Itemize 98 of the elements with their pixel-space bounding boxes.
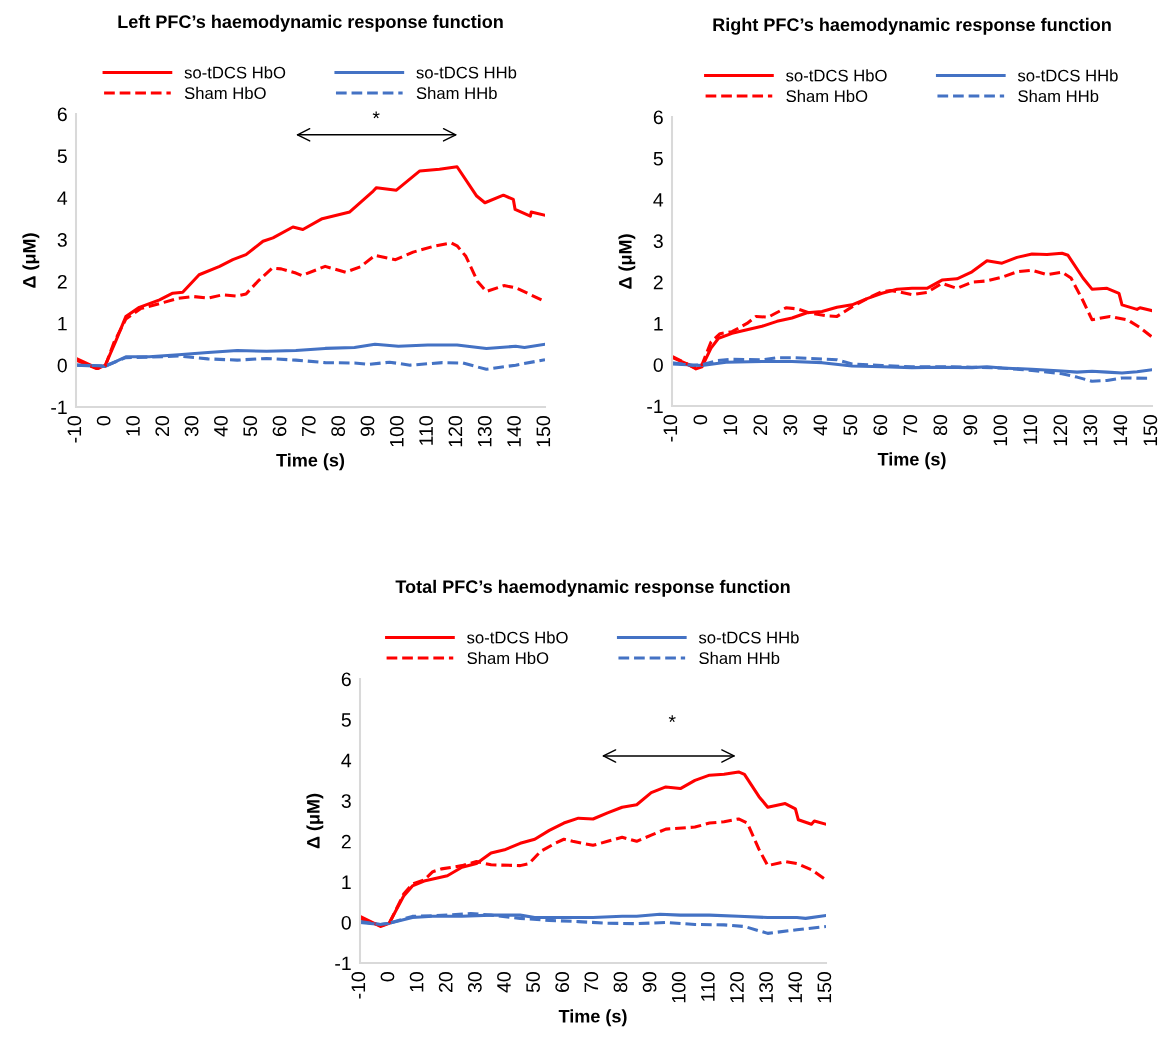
legend-label: so-tDCS HbO (786, 69, 887, 82)
y-axis-title: Δ (μM) (306, 793, 324, 849)
y-tick-label: 3 (57, 233, 67, 247)
legend-label: Sham HHb (1018, 89, 1099, 103)
x-tick-label: 60 (272, 416, 287, 436)
legend-label: Sham HHb (416, 86, 497, 100)
x-tick-label: -10 (67, 416, 82, 443)
y-tick-label: 6 (341, 672, 351, 687)
legend-label: Sham HbO (786, 89, 868, 103)
x-axis-title: Time (s) (877, 452, 946, 470)
y-tick-label: 1 (342, 875, 351, 889)
x-tick-label: 30 (467, 972, 482, 993)
y-tick-label: 6 (653, 110, 663, 125)
x-tick-label: 20 (155, 416, 170, 436)
legend-label: Sham HbO (184, 86, 266, 100)
x-tick-label: 100 (389, 416, 404, 447)
x-tick-label: 20 (438, 972, 453, 992)
x-tick-label: 0 (96, 416, 111, 426)
y-tick-label: 6 (57, 107, 67, 122)
x-tick-label: 130 (1083, 415, 1098, 446)
y-tick-label: -1 (51, 400, 67, 415)
x-tick-label: 120 (448, 416, 463, 447)
y-tick-label: 5 (57, 149, 67, 164)
annotation: * (372, 111, 380, 119)
y-tick-label: 0 (341, 915, 351, 930)
y-tick-label: 3 (653, 234, 663, 249)
legend-label: Sham HbO (467, 651, 549, 665)
x-tick-label: 150 (536, 416, 551, 447)
x-tick-label: 60 (873, 415, 888, 435)
x-tick-label: 30 (184, 416, 199, 437)
x-tick-label: 50 (526, 972, 540, 993)
y-tick-label: 5 (653, 151, 663, 166)
x-tick-label: 30 (783, 415, 798, 436)
x-tick-label: 90 (360, 416, 375, 437)
x-tick-label: 110 (700, 972, 715, 1001)
x-tick-label: 130 (477, 416, 492, 447)
y-tick-label: 4 (653, 193, 664, 207)
legend-label: so-tDCS HHb (698, 631, 799, 644)
chart-title: Left PFC’s haemodynamic response function (118, 14, 503, 32)
x-axis-title: Time (s) (276, 453, 345, 471)
x-tick-label: 70 (301, 416, 316, 436)
chart-title: Total PFC’s haemodynamic response function (395, 579, 790, 597)
y-tick-label: -1 (647, 399, 663, 414)
x-tick-label: 20 (753, 415, 768, 435)
x-tick-label: 80 (613, 972, 628, 993)
x-tick-label: 120 (730, 972, 744, 1003)
y-tick-label: 1 (58, 316, 67, 331)
y-tick-label: 2 (341, 834, 351, 849)
x-tick-label: 90 (642, 972, 657, 993)
chart-title: Right PFC’s haemodynamic response function (713, 17, 1111, 35)
x-tick-label: 10 (723, 415, 738, 435)
legend-label: so-tDCS HbO (467, 631, 568, 644)
x-tick-label: 140 (788, 972, 803, 1003)
x-tick-label: 120 (1053, 415, 1068, 446)
x-tick-label: 70 (584, 972, 599, 992)
y-tick-label: 2 (653, 275, 663, 290)
x-tick-label: 0 (693, 415, 708, 425)
y-tick-label: 2 (57, 274, 67, 289)
x-tick-label: 150 (1143, 415, 1158, 446)
x-tick-label: 100 (671, 972, 686, 1003)
y-tick-label: -1 (335, 956, 351, 971)
legend-label: so-tDCS HHb (416, 66, 517, 79)
x-tick-label: 40 (497, 972, 511, 993)
x-tick-label: 10 (409, 972, 424, 992)
y-tick-label: 0 (653, 358, 663, 372)
x-tick-label: 140 (1113, 415, 1128, 446)
y-tick-label: 4 (57, 191, 68, 205)
x-tick-label: 130 (759, 972, 773, 1003)
y-tick-label: 4 (341, 753, 352, 768)
x-tick-label: -10 (351, 972, 366, 999)
x-tick-label: 80 (331, 416, 346, 437)
legend-label: so-tDCS HbO (184, 66, 286, 79)
x-axis-title: Time (s) (558, 1009, 627, 1027)
y-tick-label: 5 (341, 713, 351, 727)
x-tick-label: 40 (813, 415, 828, 436)
x-tick-label: 40 (214, 416, 228, 437)
x-tick-label: 10 (126, 416, 140, 436)
y-tick-label: 3 (341, 794, 351, 808)
x-tick-label: 50 (843, 415, 858, 436)
x-tick-label: 70 (903, 415, 918, 435)
x-tick-label: 150 (817, 972, 832, 1003)
y-axis-title: Δ (μM) (618, 234, 636, 289)
x-tick-label: 50 (243, 416, 258, 437)
x-tick-label: 110 (1023, 415, 1038, 444)
y-tick-label: 1 (654, 317, 663, 331)
y-axis-title: Δ (μM) (22, 233, 40, 288)
legend-label: so-tDCS HHb (1017, 69, 1118, 82)
x-tick-label: 80 (933, 415, 948, 436)
x-tick-label: 110 (419, 416, 433, 445)
x-tick-label: 60 (555, 972, 570, 992)
x-tick-label: -10 (663, 415, 678, 442)
x-tick-label: 100 (993, 415, 1008, 446)
x-tick-label: 0 (380, 972, 395, 982)
x-tick-label: 140 (507, 416, 521, 447)
y-tick-label: 0 (57, 358, 67, 373)
x-tick-label: 90 (963, 415, 978, 436)
annotation: * (668, 715, 676, 723)
legend-label: Sham HHb (699, 651, 780, 665)
